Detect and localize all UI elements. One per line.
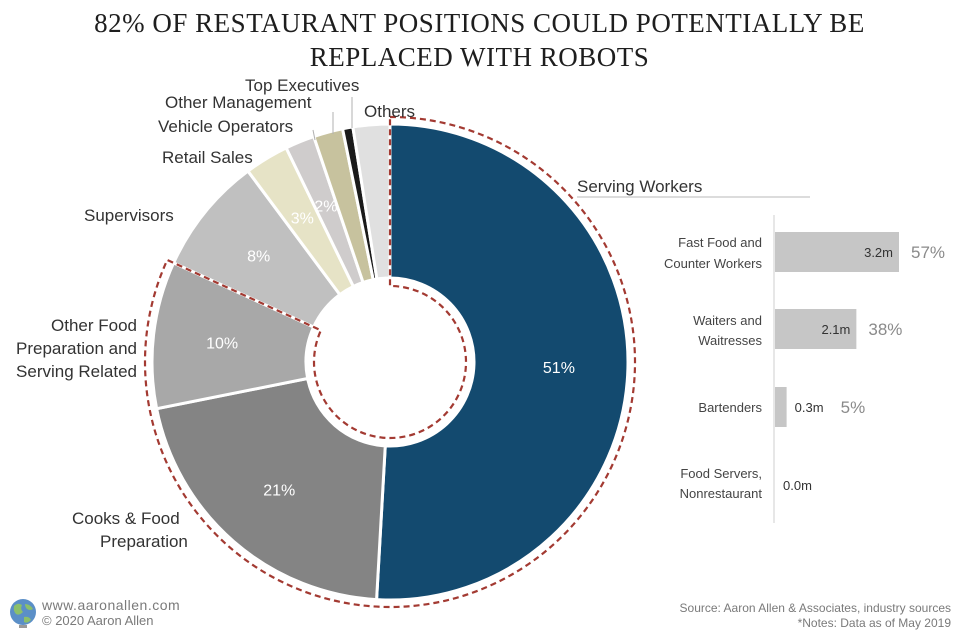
bar-label-bartenders: Bartenders xyxy=(698,400,762,415)
bar-share-fast-food-and-counter-workers: 57% xyxy=(911,243,945,262)
slice-cooks-food-preparation xyxy=(154,376,387,602)
footer-source: Source: Aaron Allen & Associates, indust… xyxy=(680,601,951,631)
bar-label-food-servers-line2: Nonrestaurant xyxy=(680,486,763,501)
bar-waiters-and-waitresses xyxy=(775,309,857,349)
bar-label-fast-food-line1: Fast Food and xyxy=(678,235,762,250)
value-label-vehicle-operators: 2% xyxy=(314,199,337,216)
label-top-executives: Top Executives xyxy=(245,76,359,95)
bar-label-waiters-line2: Waitresses xyxy=(698,333,762,348)
footer-source-text: Source: Aaron Allen & Associates, indust… xyxy=(679,601,951,615)
label-other-food-line2: Preparation and xyxy=(16,339,137,358)
highlight-outline-82 xyxy=(143,115,637,609)
value-label-serving-workers: 51% xyxy=(543,360,575,377)
chart-title: 82% OF RESTAURANT POSITIONS COULD POTENT… xyxy=(0,6,959,74)
footer-website: www.aaronallen.com xyxy=(42,597,181,613)
label-cooks-line2: Preparation xyxy=(100,532,188,551)
bar-label-food-servers-line1: Food Servers, xyxy=(680,466,762,481)
value-label-other-food-preparation-and-serving-related: 10% xyxy=(206,335,238,352)
label-others: Others xyxy=(364,102,415,121)
bar-value-bartenders: 0.3m xyxy=(795,400,824,415)
footer-credits: www.aaronallen.com © 2020 Aaron Allen xyxy=(42,597,180,629)
slice-serving-workers xyxy=(374,122,630,602)
label-other-food-line1: Other Food xyxy=(51,316,137,335)
chart-title-line-1: 82% OF RESTAURANT POSITIONS COULD POTENT… xyxy=(94,8,865,38)
donut-percent-labels: 51% 21% 10% 8% 3%2% xyxy=(206,199,575,500)
label-other-management: Other Management xyxy=(165,93,312,112)
value-label-retail-sales: 3% xyxy=(291,211,314,228)
bar-fast-food-and-counter-workers xyxy=(775,232,899,272)
bar-bartenders xyxy=(775,387,787,427)
bar-value-waiters-and-waitresses: 2.1m xyxy=(821,322,850,337)
bar-share-bartenders: 5% xyxy=(841,398,866,417)
globe-icon xyxy=(10,599,36,628)
leader-vehicle-operators xyxy=(312,129,316,141)
label-other-food-line3: Serving Related xyxy=(16,362,137,381)
slice-other-food-preparation-and-serving-related xyxy=(150,260,316,411)
bar-marks: 3.2m 57% 2.1m 38% 0.3m 5% 0.0m xyxy=(775,232,945,493)
label-cooks-line1: Cooks & Food xyxy=(72,509,180,528)
footer-copyright: © 2020 Aaron Allen xyxy=(42,613,154,628)
value-label-supervisors: 8% xyxy=(247,249,270,266)
footer-notes: *Notes: Data as of May 2019 xyxy=(797,616,951,630)
donut-slices xyxy=(150,122,630,602)
label-supervisors: Supervisors xyxy=(84,206,174,225)
bar-share-waiters-and-waitresses: 38% xyxy=(868,320,902,339)
bar-value-food-servers-nonrestaurant: 0.0m xyxy=(783,478,812,493)
bar-label-fast-food-line2: Counter Workers xyxy=(664,256,763,271)
bar-label-waiters-line1: Waiters and xyxy=(693,313,762,328)
label-vehicle-operators: Vehicle Operators xyxy=(158,117,293,136)
label-serving-workers: Serving Workers xyxy=(577,177,702,196)
value-label-cooks-food-preparation: 21% xyxy=(263,483,295,500)
bar-value-fast-food-and-counter-workers: 3.2m xyxy=(864,245,893,260)
leader-lines xyxy=(312,97,353,141)
slice-others xyxy=(351,122,392,281)
chart-title-line-2: REPLACED WITH ROBOTS xyxy=(309,42,650,72)
label-retail-sales: Retail Sales xyxy=(162,148,253,167)
